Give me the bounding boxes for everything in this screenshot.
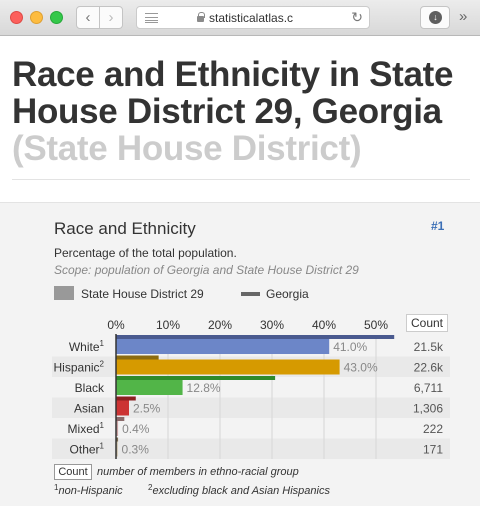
category-label-mixed: Mixed1 bbox=[68, 421, 105, 436]
tick-label-0: 0% bbox=[107, 318, 125, 332]
footnote-1: 1non-Hispanic bbox=[54, 483, 123, 497]
bar-district-mixed bbox=[116, 421, 119, 436]
chevron-right-icon: › bbox=[108, 9, 114, 26]
downloads-button[interactable]: ↓ bbox=[420, 6, 450, 29]
more-toolbar-icon[interactable]: » bbox=[459, 8, 468, 25]
value-label-mixed: 0.4% bbox=[122, 422, 150, 436]
legend-state-label: Georgia bbox=[266, 287, 309, 301]
lock-icon bbox=[197, 12, 205, 22]
divider bbox=[12, 179, 470, 180]
value-label-other: 0.3% bbox=[122, 443, 150, 457]
footnote-2-mark: 2 bbox=[148, 483, 153, 492]
bar-state-mixed bbox=[116, 417, 125, 421]
count-other: 171 bbox=[423, 443, 443, 457]
bar-state-asian bbox=[116, 396, 136, 401]
row-band bbox=[52, 397, 450, 418]
panel-number-link[interactable]: #1 bbox=[431, 219, 445, 233]
category-label-other: Other1 bbox=[70, 442, 105, 457]
row-band bbox=[52, 438, 450, 459]
bar-state-white bbox=[116, 335, 395, 339]
bar-district-white bbox=[116, 339, 330, 354]
count-hispanic: 22.6k bbox=[414, 361, 444, 375]
close-window-button[interactable] bbox=[10, 11, 23, 24]
footnote-1-mark: 1 bbox=[54, 483, 59, 492]
forward-button[interactable]: › bbox=[99, 6, 123, 29]
category-label-white: White1 bbox=[69, 339, 105, 354]
bar-state-black bbox=[116, 376, 276, 380]
page-title: Race and Ethnicity in State House Distri… bbox=[12, 55, 454, 131]
bar-district-asian bbox=[116, 400, 129, 416]
tick-label-4: 40% bbox=[312, 318, 336, 332]
panel-title: Race and Ethnicity bbox=[54, 219, 196, 238]
url-text: statisticalatlas.c bbox=[209, 11, 294, 25]
bar-state-other bbox=[116, 437, 119, 442]
page-heading: Race and Ethnicity in State House Distri… bbox=[12, 56, 472, 167]
bar-district-other bbox=[116, 441, 118, 457]
value-label-black: 12.8% bbox=[187, 381, 221, 395]
category-label-black: Black bbox=[75, 381, 105, 395]
legend-state-swatch bbox=[241, 292, 260, 296]
footer-count-description: number of members in ethno-racial group bbox=[97, 466, 299, 478]
category-label-hispanic: Hispanic2 bbox=[54, 360, 105, 375]
bar-district-black bbox=[116, 380, 183, 395]
zoom-window-button[interactable] bbox=[50, 11, 63, 24]
panel-scope: Scope: population of Georgia and State H… bbox=[54, 263, 359, 277]
bar-state-hispanic bbox=[116, 355, 159, 360]
minimize-window-button[interactable] bbox=[30, 11, 43, 24]
footnote-2: 2excluding black and Asian Hispanics bbox=[148, 483, 330, 497]
count-black: 6,711 bbox=[414, 381, 443, 395]
browser-toolbar: ‹ › statisticalatlas.c ↻ ↓ » bbox=[0, 0, 480, 36]
count-mixed: 222 bbox=[423, 422, 443, 436]
value-label-white: 41.0% bbox=[333, 340, 367, 354]
reload-icon[interactable]: ↻ bbox=[351, 9, 363, 25]
value-label-hispanic: 43.0% bbox=[344, 361, 378, 375]
count-white: 21.5k bbox=[414, 340, 444, 354]
reader-icon[interactable] bbox=[145, 13, 158, 23]
legend-district-label: State House District 29 bbox=[81, 287, 204, 301]
download-icon: ↓ bbox=[429, 11, 442, 24]
panel-description: Percentage of the total population. bbox=[54, 246, 237, 260]
tick-label-3: 30% bbox=[260, 318, 284, 332]
tick-label-5: 50% bbox=[364, 318, 388, 332]
legend-district-swatch bbox=[54, 286, 74, 300]
footer-count-key: Count bbox=[54, 464, 92, 480]
value-label-asian: 2.5% bbox=[133, 402, 161, 416]
count-column-header[interactable]: Count bbox=[406, 314, 448, 332]
footnote-2-text: excluding black and Asian Hispanics bbox=[152, 485, 330, 497]
bar-district-hispanic bbox=[116, 359, 340, 375]
tick-label-2: 20% bbox=[208, 318, 232, 332]
category-label-asian: Asian bbox=[74, 402, 104, 416]
address-bar[interactable]: statisticalatlas.c ↻ bbox=[136, 6, 370, 29]
page-subtitle: (State House District) bbox=[12, 129, 362, 168]
count-asian: 1,306 bbox=[413, 402, 443, 416]
chevron-left-icon: ‹ bbox=[85, 9, 91, 26]
footnote-1-text: non-Hispanic bbox=[58, 485, 123, 497]
tick-label-1: 10% bbox=[156, 318, 180, 332]
